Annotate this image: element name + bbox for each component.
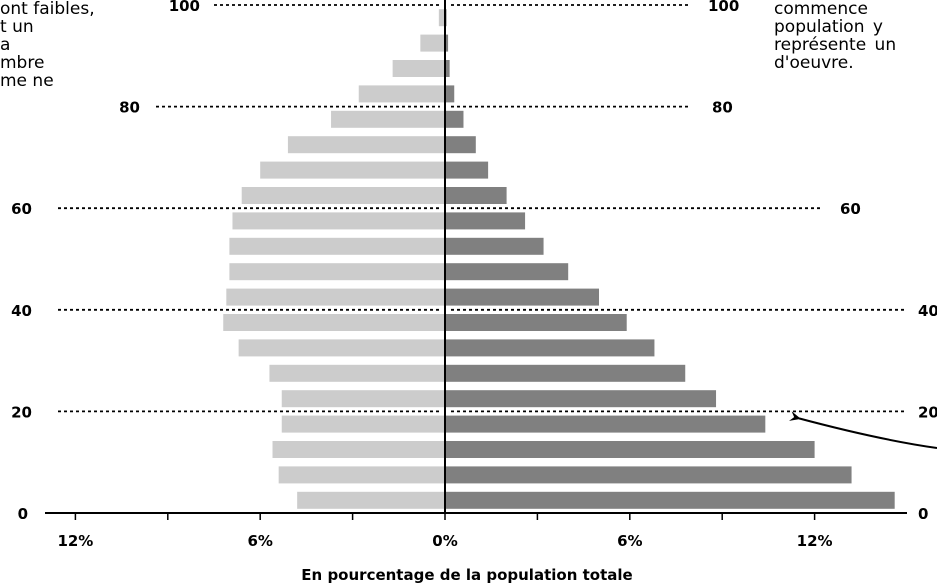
bar-left xyxy=(238,339,445,357)
bar-left xyxy=(331,110,445,128)
x-tick-label: 0% xyxy=(432,532,457,550)
y-tick-label-right: 0 xyxy=(918,505,928,523)
bar-left xyxy=(269,364,445,382)
y-tick-label-left: 0 xyxy=(18,505,28,523)
left-annotation-text: ont faibles, t un a mbre me ne xyxy=(0,0,95,91)
y-tick-label-left: 80 xyxy=(119,99,140,117)
bar-right xyxy=(445,314,627,331)
bar-left xyxy=(278,466,445,484)
x-axis-title: En pourcentage de la population totale xyxy=(301,566,632,584)
bar-left xyxy=(229,263,445,281)
bar-right xyxy=(445,415,766,433)
bar-right xyxy=(445,237,544,255)
y-tick-label-left: 60 xyxy=(11,200,32,218)
bar-right xyxy=(445,390,717,408)
bar-right xyxy=(445,364,686,382)
grid-lines xyxy=(58,4,907,413)
bar-right xyxy=(445,110,464,128)
bar-left xyxy=(232,212,445,230)
bar-right xyxy=(445,161,489,179)
y-tick-label-right: 40 xyxy=(918,302,937,320)
bar-left xyxy=(229,237,445,255)
x-tick-label: 12% xyxy=(57,532,93,550)
bar-left xyxy=(287,136,445,154)
bar-right xyxy=(445,339,655,357)
x-tick-label: 12% xyxy=(797,532,833,550)
axes xyxy=(45,0,907,520)
bar-right xyxy=(445,491,895,509)
bar-left xyxy=(297,491,445,509)
x-tick-label: 6% xyxy=(617,532,642,550)
bar-left xyxy=(272,441,445,458)
annotations xyxy=(789,411,937,449)
bar-left xyxy=(241,187,445,204)
bars xyxy=(223,9,895,509)
bar-right xyxy=(445,288,599,306)
y-tick-label-right: 60 xyxy=(840,200,861,218)
bar-right xyxy=(445,34,449,52)
labels: 0 0 20 20 40 40 60 60 80 80 100 100 12% 6% 0% 6% 12% En p… xyxy=(11,0,937,584)
y-tick-label-left: 40 xyxy=(11,302,32,320)
bar-right xyxy=(445,263,569,281)
bar-right xyxy=(445,136,476,154)
y-tick-label-left: 100 xyxy=(169,0,200,15)
x-tick-label: 6% xyxy=(247,532,272,550)
bar-left xyxy=(226,288,445,306)
bar-right xyxy=(445,85,455,103)
bar-right xyxy=(445,466,852,484)
bar-right xyxy=(445,187,507,204)
bar-left xyxy=(260,161,445,179)
bar-left xyxy=(420,34,445,52)
y-tick-label-left: 20 xyxy=(11,403,32,421)
y-tick-label-right: 80 xyxy=(712,99,733,117)
bar-left xyxy=(281,415,445,433)
bar-left xyxy=(358,85,445,103)
bar-right xyxy=(445,212,526,230)
bar-left xyxy=(223,314,445,331)
y-tick-label-right: 20 xyxy=(918,403,937,421)
bar-left xyxy=(438,9,445,27)
y-tick-label-right: 100 xyxy=(708,0,739,15)
bar-right xyxy=(445,441,815,458)
bar-left xyxy=(281,390,445,408)
bar-right xyxy=(445,60,450,77)
bar-left xyxy=(392,60,445,77)
annotation-arrow xyxy=(789,411,937,449)
right-annotation-text: commence population y représente un d'oe… xyxy=(774,0,897,73)
